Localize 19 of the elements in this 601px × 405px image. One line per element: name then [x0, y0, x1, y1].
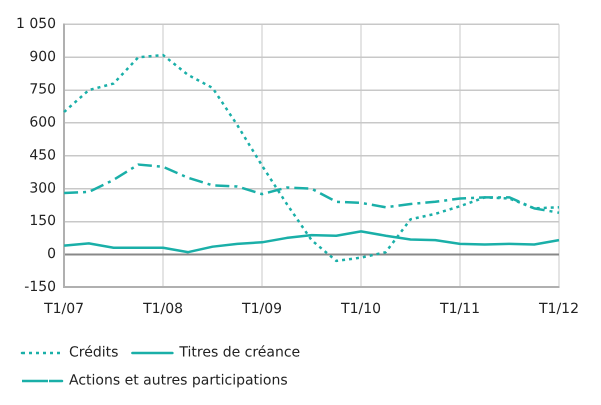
y-tick-label: 450 [29, 147, 56, 164]
y-tick-label: 1 050 [16, 16, 56, 32]
x-tick-label: T1/07 [43, 301, 84, 318]
x-tick-label: T1/10 [340, 301, 382, 318]
y-tick-label: 750 [29, 82, 56, 98]
y-tick-label: -150 [24, 278, 56, 295]
x-tick-label: T1/11 [439, 301, 480, 318]
y-tick-label: 0 [47, 246, 56, 262]
x-tick-label: T1/09 [241, 301, 282, 318]
y-tick-label: 600 [29, 114, 56, 131]
legend-label: Actions et autres participations [69, 372, 288, 389]
legend-label: Crédits [69, 344, 118, 361]
y-tick-label: 900 [29, 48, 56, 65]
x-tick-label: T1/12 [538, 301, 580, 318]
y-tick-label: 300 [29, 180, 56, 196]
line-series [62, 54, 560, 262]
x-tick-label: T1/08 [142, 301, 184, 318]
legend-label: Titres de créance [178, 344, 300, 361]
y-tick-label: 150 [29, 213, 56, 230]
